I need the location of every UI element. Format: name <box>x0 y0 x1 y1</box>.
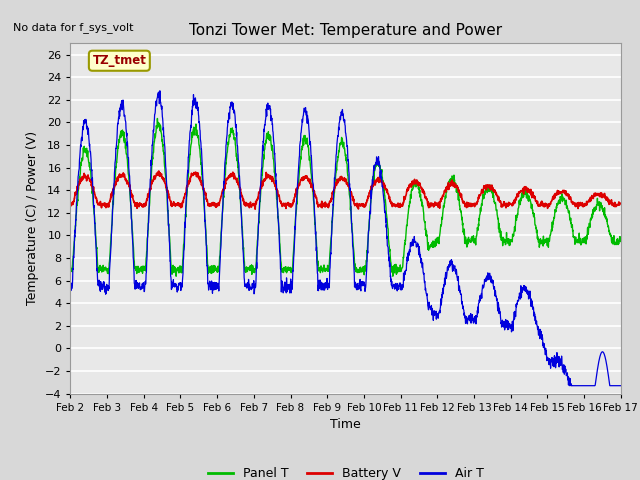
Y-axis label: Temperature (C) / Power (V): Temperature (C) / Power (V) <box>26 132 39 305</box>
Battery V <box>95 202 102 207</box>
Battery V <box>252 206 259 212</box>
Air T <box>601 354 609 360</box>
Panel T <box>154 116 161 121</box>
Panel T <box>500 238 508 243</box>
Air T <box>67 282 74 288</box>
Panel T <box>320 262 328 268</box>
Air T <box>566 383 573 389</box>
Line: Panel T: Panel T <box>70 119 621 276</box>
Battery V <box>67 202 74 208</box>
Panel T <box>95 265 102 271</box>
Panel T <box>617 239 625 244</box>
Panel T <box>172 273 180 279</box>
Battery V <box>500 199 508 205</box>
Panel T <box>335 149 342 155</box>
Battery V <box>601 193 609 199</box>
X-axis label: Time: Time <box>330 418 361 431</box>
Air T <box>500 318 508 324</box>
Text: No data for f_sys_volt: No data for f_sys_volt <box>13 22 133 33</box>
Air T <box>617 383 625 389</box>
Panel T <box>67 263 74 268</box>
Air T <box>335 133 342 139</box>
Panel T <box>601 214 609 220</box>
Title: Tonzi Tower Met: Temperature and Power: Tonzi Tower Met: Temperature and Power <box>189 23 502 38</box>
Air T <box>320 282 328 288</box>
Battery V <box>320 203 328 209</box>
Air T <box>95 283 102 288</box>
Legend: Panel T, Battery V, Air T: Panel T, Battery V, Air T <box>203 462 488 480</box>
Line: Air T: Air T <box>70 91 621 386</box>
Battery V <box>335 177 342 183</box>
Panel T <box>602 212 609 218</box>
Battery V <box>155 168 163 174</box>
Text: TZ_tmet: TZ_tmet <box>92 54 147 67</box>
Battery V <box>602 194 609 200</box>
Air T <box>602 355 609 361</box>
Battery V <box>617 200 625 206</box>
Air T <box>156 88 164 94</box>
Line: Battery V: Battery V <box>70 171 621 209</box>
